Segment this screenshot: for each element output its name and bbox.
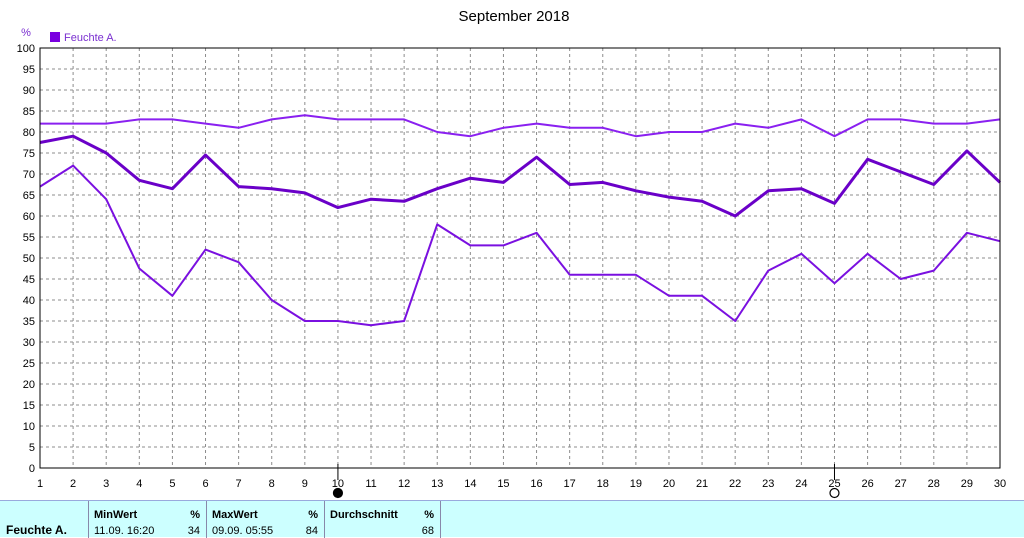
y-tick-label: 45 [23,274,35,286]
y-tick-label: 65 [23,190,35,202]
y-tick-label: 10 [23,421,35,433]
legend-label: Feuchte A. [64,32,117,44]
series-lines [39,114,1002,327]
x-tick-label: 1 [37,478,43,490]
y-axis-ticks: 0 5 10 15 20 25 30 35 40 45 50 55 60 65 70 75 80 85 90 95 10… [17,43,35,475]
y-tick-label: 25 [23,358,35,370]
y-tick-label: 90 [23,85,35,97]
x-tick-label: 15 [497,478,509,490]
x-tick-label: 24 [795,478,807,490]
x-tick-label: 2 [70,478,76,490]
y-tick-label: 35 [23,316,35,328]
x-tick-label: 26 [861,478,873,490]
y-tick-label: 5 [29,442,35,454]
x-tick-label: 29 [961,478,973,490]
series-line-avg [39,134,1002,218]
average-cell: Durchschnitt % 68 [325,501,441,538]
x-tick-label: 30 [994,478,1006,490]
x-tick-label: 22 [729,478,741,490]
x-tick-label: 25 [828,478,840,490]
max-value-cell: MaxWert % 09.09. 05:55 84 [207,501,325,538]
max-unit: % [308,509,318,521]
min-value: 34 [187,525,200,537]
average-header: Durchschnitt [330,509,398,521]
grid [40,48,1000,468]
x-tick-label: 16 [530,478,542,490]
moon-phase-markers [332,464,840,499]
chart-title: September 2018 [459,8,570,25]
x-tick-label: 10 [332,478,344,490]
x-tick-label: 13 [431,478,443,490]
x-tick-label: 12 [398,478,410,490]
y-tick-label: 55 [23,232,35,244]
full-moon-icon [829,487,840,499]
x-tick-label: 21 [696,478,708,490]
x-tick-label: 6 [202,478,208,490]
series-line-max [40,114,1001,138]
x-tick-label: 14 [464,478,476,490]
y-tick-label: 60 [23,211,35,223]
statistics-panel: Feuchte A. MinWert % 11.09. 16:20 34 Max… [0,500,1024,538]
y-tick-label: 100 [17,43,35,55]
x-tick-label: 4 [136,478,142,490]
y-tick-label: 15 [23,400,35,412]
x-tick-label: 19 [630,478,642,490]
y-tick-label: 30 [23,337,35,349]
stats-row-label-cell: Feuchte A. [0,501,89,538]
max-value: 84 [305,525,318,537]
x-tick-label: 18 [597,478,609,490]
x-tick-label: 9 [302,478,308,490]
min-time: 11.09. 16:20 [94,525,155,537]
legend-swatch [50,32,60,42]
y-tick-label: 0 [29,463,35,475]
y-tick-label: 75 [23,148,35,160]
x-tick-label: 7 [236,478,242,490]
stats-row-label: Feuchte A. [6,523,67,537]
min-header: MinWert [94,509,138,521]
new-moon-icon [332,487,344,499]
average-value: 68 [421,525,434,537]
max-time: 09.09. 05:55 [212,525,274,537]
x-tick-label: 11 [365,478,376,490]
y-tick-label: 70 [23,169,35,181]
y-axis-unit: % [21,27,31,39]
plot-frame [39,47,1001,469]
humidity-chart: September 2018 % Feuchte A. 051015202530… [17,8,1006,499]
x-tick-label: 5 [169,478,175,490]
x-axis-ticks: 1 2 3 4 5 6 7 8 9 10 11 12 13 14 15 16 17 18 19 20 21 22 23 24 2… [37,478,1006,490]
y-tick-label: 40 [23,295,35,307]
average-unit: % [424,509,434,521]
y-tick-label: 20 [23,379,35,391]
x-tick-label: 28 [928,478,940,490]
series-line-min [39,164,1001,327]
y-tick-label: 85 [23,106,35,118]
y-tick-label: 80 [23,127,35,139]
x-tick-label: 8 [269,478,275,490]
min-value-cell: MinWert % 11.09. 16:20 34 [89,501,207,538]
min-unit: % [190,509,200,521]
x-tick-label: 20 [663,478,675,490]
y-tick-label: 95 [23,64,35,76]
y-tick-label: 50 [23,253,35,265]
x-tick-label: 17 [564,478,576,490]
max-header: MaxWert [212,509,258,521]
x-tick-label: 3 [103,478,109,490]
x-tick-label: 27 [895,478,907,490]
x-tick-label: 23 [762,478,774,490]
